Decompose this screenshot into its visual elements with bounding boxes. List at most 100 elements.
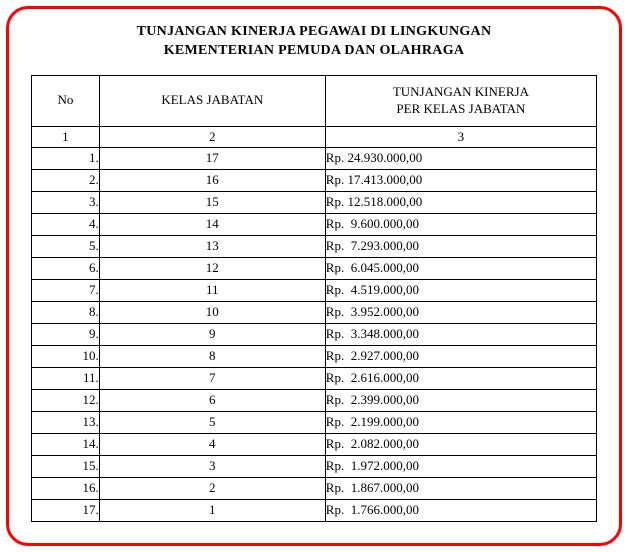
cell-kelas: 9 [99,323,325,345]
cell-kelas: 13 [99,235,325,257]
amount-value: 6.045.000,00 [351,260,419,276]
table-subheader-row: 1 2 3 [32,126,597,147]
amount-value: 2.616.000,00 [351,370,419,386]
currency-prefix: Rp. [326,260,344,276]
document-title: TUNJANGAN KINERJA PEGAWAI DI LINGKUNGAN … [31,23,597,61]
cell-kelas: 3 [99,455,325,477]
amount-value: 24.930.000,00 [347,150,422,166]
cell-no: 10. [32,345,100,367]
amount-value: 12.518.000,00 [347,194,422,210]
table-row: 14.4Rp. 2.082.000,00 [32,433,597,455]
table-row: 15.3Rp. 1.972.000,00 [32,455,597,477]
amount-value: 9.600.000,00 [351,216,419,232]
table-row: 8.10Rp. 3.952.000,00 [32,301,597,323]
cell-kelas: 7 [99,367,325,389]
currency-prefix: Rp. [326,282,344,298]
currency-prefix: Rp. [326,304,344,320]
col-header-tunjangan-l2: PER KELAS JABATAN [396,101,525,116]
cell-no: 4. [32,213,100,235]
subhead-1: 1 [32,126,100,147]
currency-prefix: Rp. [326,348,344,364]
subhead-2: 2 [99,126,325,147]
cell-tunjangan: Rp. 4.519.000,00 [325,279,596,301]
cell-no: 3. [32,191,100,213]
amount-value: 4.519.000,00 [351,282,419,298]
cell-kelas: 16 [99,169,325,191]
amount-value: 3.348.000,00 [351,326,419,342]
cell-tunjangan: Rp. 2.199.000,00 [325,411,596,433]
currency-prefix: Rp. [326,326,344,342]
cell-tunjangan: Rp. 9.600.000,00 [325,213,596,235]
cell-tunjangan: Rp. 2.616.000,00 [325,367,596,389]
amount-value: 7.293.000,00 [351,238,419,254]
cell-tunjangan: Rp. 6.045.000,00 [325,257,596,279]
cell-tunjangan: Rp. 3.952.000,00 [325,301,596,323]
cell-kelas: 5 [99,411,325,433]
currency-prefix: Rp. [326,392,344,408]
amount-value: 2.399.000,00 [351,392,419,408]
cell-no: 5. [32,235,100,257]
table-body: 1 2 3 1.17Rp. 24.930.000,002.16Rp. 17.41… [32,126,597,521]
table-row: 3.15Rp. 12.518.000,00 [32,191,597,213]
cell-no: 7. [32,279,100,301]
table-row: 1.17Rp. 24.930.000,00 [32,147,597,169]
cell-tunjangan: Rp. 1.766.000,00 [325,499,596,521]
cell-no: 12. [32,389,100,411]
cell-no: 17. [32,499,100,521]
table-row: 12.6Rp. 2.399.000,00 [32,389,597,411]
cell-kelas: 1 [99,499,325,521]
cell-kelas: 14 [99,213,325,235]
currency-prefix: Rp. [326,238,344,254]
cell-tunjangan: Rp. 17.413.000,00 [325,169,596,191]
cell-kelas: 11 [99,279,325,301]
currency-prefix: Rp. [326,370,344,386]
table-row: 5.13Rp. 7.293.000,00 [32,235,597,257]
table-row: 16.2Rp. 1.867.000,00 [32,477,597,499]
cell-no: 1. [32,147,100,169]
amount-value: 2.199.000,00 [351,414,419,430]
cell-no: 15. [32,455,100,477]
table-row: 4.14Rp. 9.600.000,00 [32,213,597,235]
title-line-1: TUNJANGAN KINERJA PEGAWAI DI LINGKUNGAN [31,23,597,42]
col-header-kelas: KELAS JABATAN [99,75,325,126]
cell-tunjangan: Rp. 3.348.000,00 [325,323,596,345]
cell-kelas: 2 [99,477,325,499]
table-row: 9.9Rp. 3.348.000,00 [32,323,597,345]
cell-no: 6. [32,257,100,279]
cell-kelas: 10 [99,301,325,323]
cell-no: 13. [32,411,100,433]
cell-kelas: 4 [99,433,325,455]
cell-tunjangan: Rp. 24.930.000,00 [325,147,596,169]
table-row: 7.11Rp. 4.519.000,00 [32,279,597,301]
table-row: 10.8Rp. 2.927.000,00 [32,345,597,367]
cell-kelas: 8 [99,345,325,367]
currency-prefix: Rp. [326,194,344,210]
table-row: 17.1Rp. 1.766.000,00 [32,499,597,521]
cell-no: 2. [32,169,100,191]
amount-value: 3.952.000,00 [351,304,419,320]
cell-kelas: 15 [99,191,325,213]
table-row: 2.16Rp. 17.413.000,00 [32,169,597,191]
title-line-2: KEMENTERIAN PEMUDA DAN OLAHRAGA [31,42,597,61]
cell-no: 9. [32,323,100,345]
currency-prefix: Rp. [326,172,344,188]
document-frame: TUNJANGAN KINERJA PEGAWAI DI LINGKUNGAN … [6,6,622,546]
table-row: 6.12Rp. 6.045.000,00 [32,257,597,279]
amount-value: 1.867.000,00 [351,480,419,496]
cell-kelas: 17 [99,147,325,169]
currency-prefix: Rp. [326,502,344,518]
currency-prefix: Rp. [326,480,344,496]
table-row: 11.7Rp. 2.616.000,00 [32,367,597,389]
cell-no: 16. [32,477,100,499]
table-row: 13.5Rp. 2.199.000,00 [32,411,597,433]
currency-prefix: Rp. [326,150,344,166]
col-header-no: No [32,75,100,126]
col-header-tunjangan-l1: TUNJANGAN KINERJA [393,84,529,99]
cell-tunjangan: Rp. 7.293.000,00 [325,235,596,257]
cell-tunjangan: Rp. 2.082.000,00 [325,433,596,455]
amount-value: 2.927.000,00 [351,348,419,364]
cell-tunjangan: Rp. 2.399.000,00 [325,389,596,411]
cell-tunjangan: Rp. 1.867.000,00 [325,477,596,499]
cell-no: 8. [32,301,100,323]
currency-prefix: Rp. [326,414,344,430]
